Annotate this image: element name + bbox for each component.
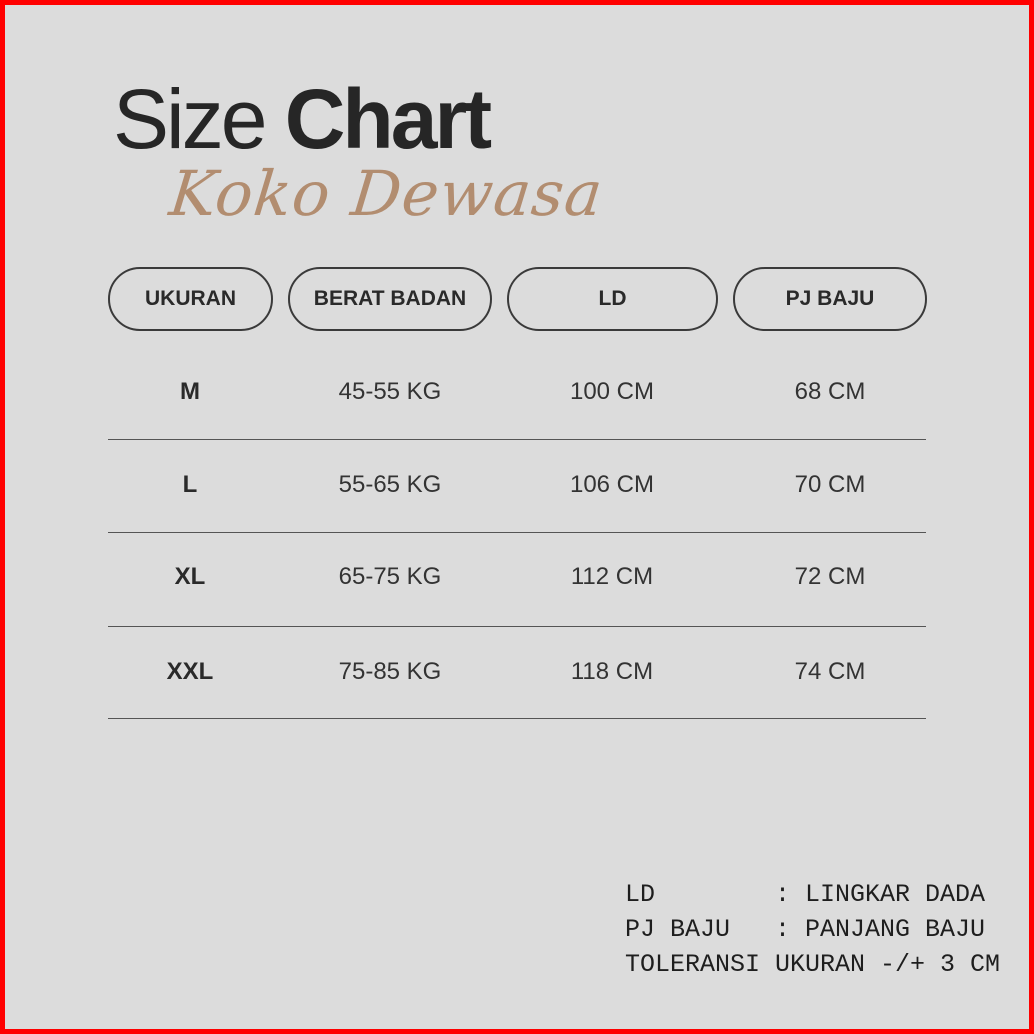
title-bold: Chart bbox=[284, 72, 492, 166]
legend-tolerance: TOLERANSI UKURAN -/+ 3 CM bbox=[625, 950, 1001, 979]
header-ld: LD bbox=[507, 267, 718, 331]
cell-chest: 118 CM bbox=[570, 658, 654, 685]
cell-weight: 55-65 KG bbox=[338, 471, 442, 498]
cell-chest: 106 CM bbox=[569, 471, 655, 498]
cell-length: 74 CM bbox=[794, 658, 866, 685]
cell-weight: 45-55 KG bbox=[338, 378, 442, 405]
page-title: Size Chart bbox=[113, 69, 492, 169]
legend-pj-baju: PJ BAJU : PANJANG BAJU bbox=[625, 915, 986, 944]
row-divider bbox=[108, 718, 926, 719]
cell-size: L bbox=[182, 471, 198, 498]
row-divider bbox=[108, 626, 926, 627]
cell-length: 70 CM bbox=[794, 471, 866, 498]
product-subtitle: Koko Dewasa bbox=[166, 157, 607, 230]
header-berat-badan: BERAT BADAN bbox=[288, 267, 492, 331]
legend-ld: LD : LINGKAR DADA bbox=[625, 880, 986, 909]
header-pj-baju: PJ BAJU bbox=[733, 267, 927, 331]
header-ukuran: UKURAN bbox=[108, 267, 273, 331]
cell-length: 68 CM bbox=[794, 378, 866, 405]
cell-chest: 100 CM bbox=[569, 378, 655, 405]
cell-chest: 112 CM bbox=[570, 563, 654, 590]
row-divider bbox=[108, 532, 926, 533]
row-divider bbox=[108, 439, 926, 440]
cell-weight: 65-75 KG bbox=[338, 563, 442, 590]
cell-weight: 75-85 KG bbox=[338, 658, 442, 685]
size-chart-card: Size Chart Koko Dewasa UKURAN BERAT BADA… bbox=[5, 5, 1029, 1029]
title-light: Size bbox=[113, 72, 267, 166]
cell-size: M bbox=[180, 378, 200, 405]
cell-size: XL bbox=[174, 563, 206, 590]
cell-size: XXL bbox=[166, 658, 214, 685]
cell-length: 72 CM bbox=[794, 563, 866, 590]
